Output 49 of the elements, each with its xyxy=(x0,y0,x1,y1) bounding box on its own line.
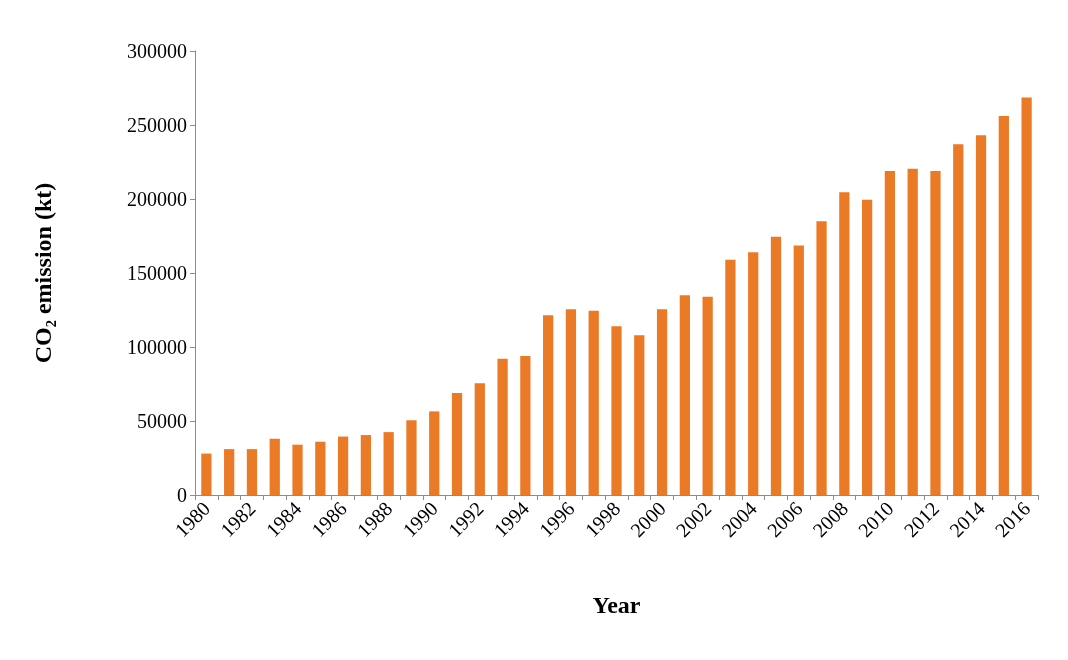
bar xyxy=(839,192,850,495)
bar xyxy=(748,252,759,495)
bar xyxy=(975,135,987,495)
bar xyxy=(656,309,668,495)
bar xyxy=(884,170,896,495)
bar xyxy=(360,435,371,495)
bar xyxy=(337,436,349,495)
bar xyxy=(702,296,713,495)
y-tick-label: 150000 xyxy=(127,262,187,284)
bar xyxy=(406,420,417,495)
bar xyxy=(292,444,303,495)
x-tick-label: 1982 xyxy=(215,497,260,542)
bar xyxy=(1021,97,1032,495)
bar xyxy=(611,326,622,495)
bar xyxy=(816,221,827,495)
bar xyxy=(315,441,326,495)
bar xyxy=(634,335,645,495)
y-tick-label: 50000 xyxy=(137,410,187,432)
bar xyxy=(383,432,394,495)
y-tick-label: 300000 xyxy=(127,40,187,62)
y-tick-label: 100000 xyxy=(127,336,187,358)
bar xyxy=(679,295,690,495)
bar xyxy=(930,170,941,495)
x-axis-title: Year xyxy=(592,592,641,618)
bar xyxy=(588,310,599,495)
bar xyxy=(429,411,440,495)
bar xyxy=(998,116,1009,495)
bar xyxy=(269,438,280,495)
y-axis-title: CO₂ emission (kt) xyxy=(30,182,56,364)
bar xyxy=(907,168,918,495)
bar xyxy=(497,358,508,495)
y-tick-label: 200000 xyxy=(127,188,187,210)
bar xyxy=(520,355,531,495)
y-tick-label: 250000 xyxy=(127,114,187,136)
bar xyxy=(793,245,804,495)
y-tick-label: 0 xyxy=(177,484,187,506)
bar xyxy=(953,144,964,495)
bar xyxy=(201,453,212,495)
bar xyxy=(770,236,782,495)
x-tick-label: 1992 xyxy=(443,497,488,542)
bar xyxy=(543,315,554,495)
bar xyxy=(725,259,736,495)
x-tick-label: 1990 xyxy=(398,497,443,542)
bar xyxy=(451,392,463,495)
bar xyxy=(862,199,873,495)
bar xyxy=(565,309,577,495)
bar xyxy=(224,449,235,495)
bar xyxy=(474,383,485,495)
bar xyxy=(246,449,258,495)
